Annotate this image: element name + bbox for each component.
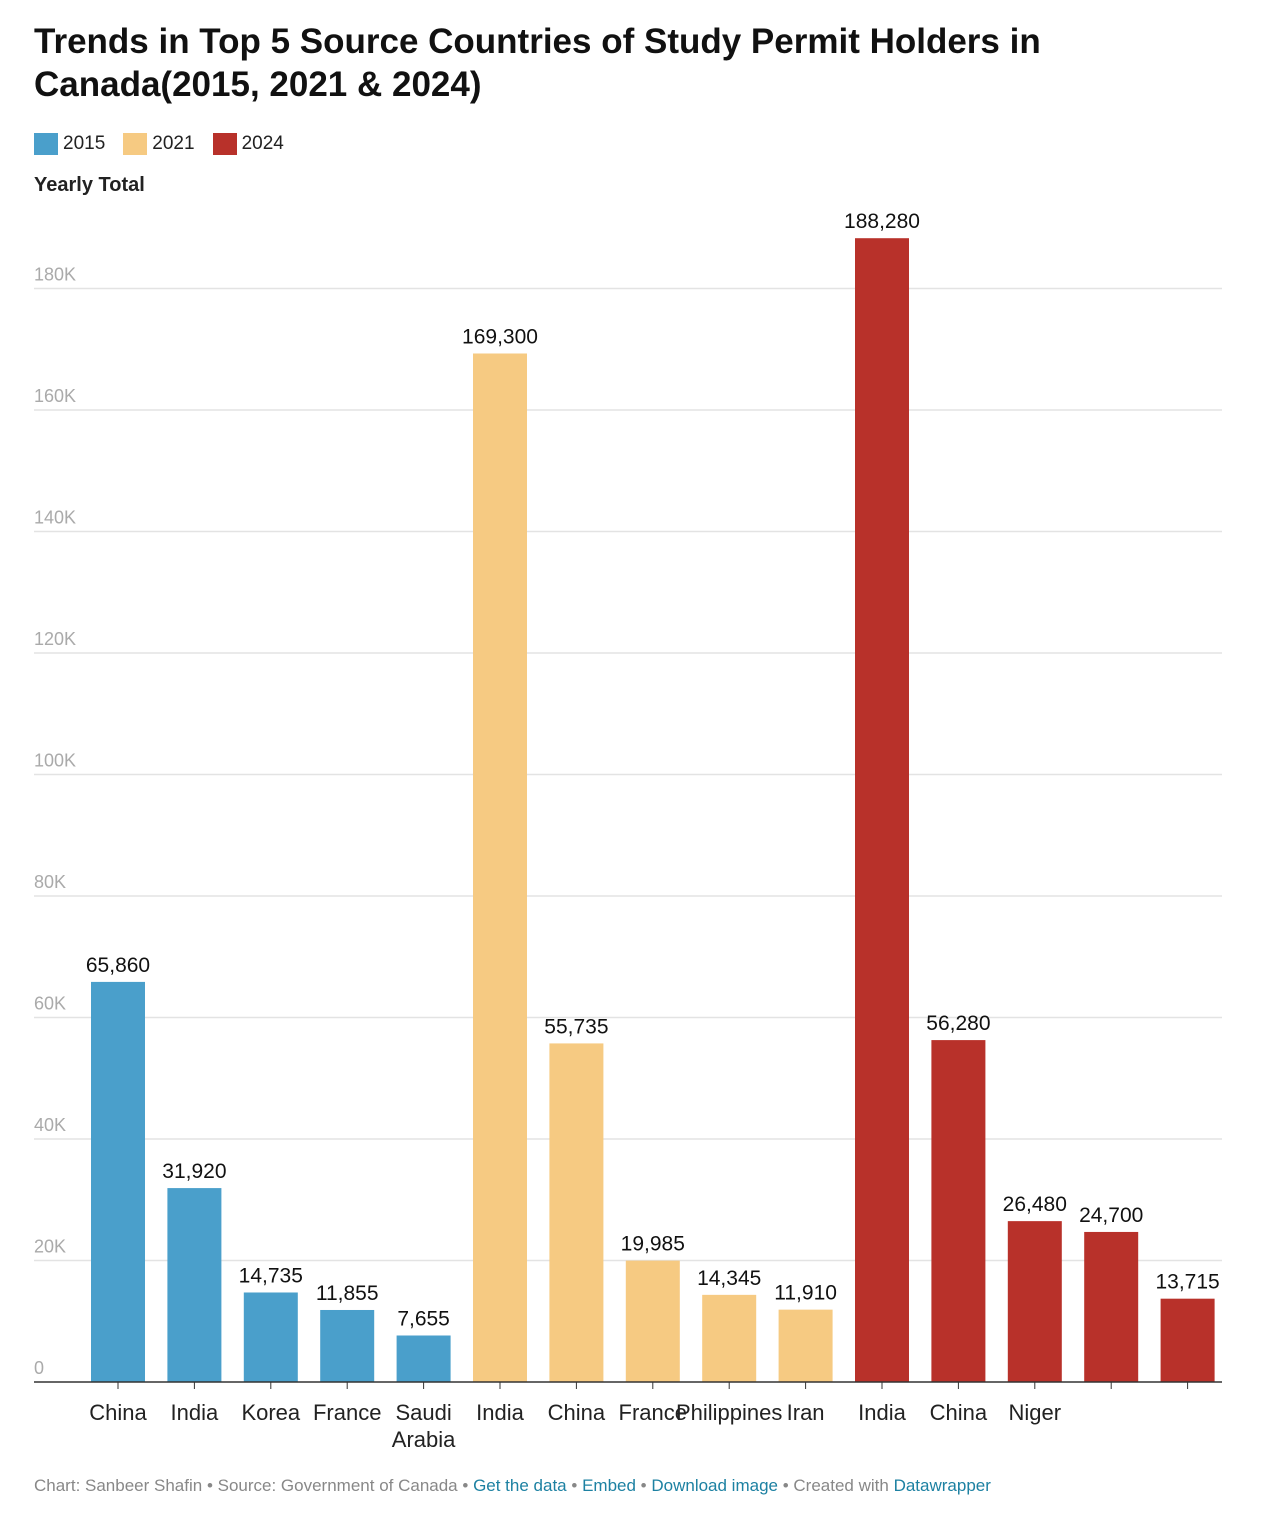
data-label: 169,300 [462,326,538,349]
bar [1160,1298,1215,1382]
data-label: 55,735 [544,1015,608,1038]
legend-label-2021: 2021 [152,133,195,154]
data-label: 7,655 [397,1307,450,1330]
data-label: 11,855 [316,1282,379,1305]
data-label: 188,280 [844,210,920,233]
datawrapper-link[interactable]: Datawrapper [893,1476,991,1495]
data-label: 65,860 [86,954,150,977]
bar [1084,1231,1139,1382]
bar [396,1335,451,1382]
bar-chart: 0 20K 40K 60K 80K 100K 120K 140K 160K 180K 65,860 C… [34,210,1222,1452]
x-tick-label: Arabia [392,1427,456,1452]
footer-separator: • [571,1476,578,1495]
x-tick-label: Niger [1009,1400,1062,1425]
footer-created-with: • Created with [782,1476,889,1495]
bar [931,1040,986,1382]
legend-swatch-2015 [34,133,58,155]
legend-item-2024: 2024 [212,133,284,155]
bar [320,1309,375,1382]
bar [778,1309,833,1382]
download-image-link[interactable]: Download image [651,1476,778,1495]
data-label: 31,920 [162,1160,226,1183]
data-label: 14,345 [697,1267,761,1290]
get-the-data-link[interactable]: Get the data [473,1476,567,1495]
bar [549,1043,604,1382]
legend: 2015 2021 2024 [34,132,302,156]
data-label: 19,985 [621,1233,685,1256]
x-tick-label: France [313,1400,381,1425]
bar [702,1294,757,1382]
y-tick-label: 180K [34,265,76,285]
y-tick-label: 140K [34,508,76,528]
x-tick-label: China [548,1400,606,1425]
x-tick-label: India [858,1400,906,1425]
y-axis-label: Yearly Total [34,174,145,196]
legend-item-2021: 2021 [123,133,195,155]
legend-swatch-2021 [123,133,148,155]
y-tick-label: 160K [34,386,76,406]
data-label: 13,715 [1155,1271,1219,1294]
data-label: 11,910 [774,1282,837,1305]
legend-label-2024: 2024 [241,133,284,154]
legend-item-2015: 2015 [34,133,105,155]
data-label: 14,735 [239,1264,303,1287]
footer-separator: • [640,1476,647,1495]
legend-label-2015: 2015 [63,133,106,154]
bar [1007,1221,1062,1382]
y-tick-label: 60K [34,994,66,1014]
x-tick-label: China [89,1400,147,1425]
footer-credit: Chart: Sanbeer Shafin • Source: Governme… [34,1476,469,1495]
y-tick-label: 20K [34,1237,66,1257]
x-tick-label: Korea [241,1400,300,1425]
data-label: 26,480 [1003,1193,1067,1216]
legend-swatch-2024 [212,133,237,155]
x-tick-label: Philippines [676,1400,782,1425]
bar [243,1292,298,1382]
x-tick-label: India [476,1400,524,1425]
bar [473,353,527,1383]
chart-title: Trends in Top 5 Source Countries of Stud… [34,22,1041,104]
y-tick-label: 80K [34,872,66,892]
x-tick-label: Saudi [395,1400,451,1425]
bar [855,238,909,1383]
y-tick-label: 40K [34,1115,66,1135]
chart-footer: Chart: Sanbeer Shafin • Source: Governme… [34,1476,991,1496]
y-tick-label: 0 [34,1358,44,1378]
x-tick-label: China [930,1400,988,1425]
y-tick-label: 120K [34,629,76,649]
bar [91,981,145,1382]
x-tick-label: Iran [787,1400,825,1425]
bar [167,1188,222,1382]
data-label: 24,700 [1079,1204,1143,1227]
bar [625,1260,680,1382]
x-tick-label: India [171,1400,219,1425]
embed-link[interactable]: Embed [582,1476,636,1495]
y-tick-label: 100K [34,751,76,771]
data-label: 56,280 [926,1012,990,1035]
x-tick-label: France [619,1400,687,1425]
